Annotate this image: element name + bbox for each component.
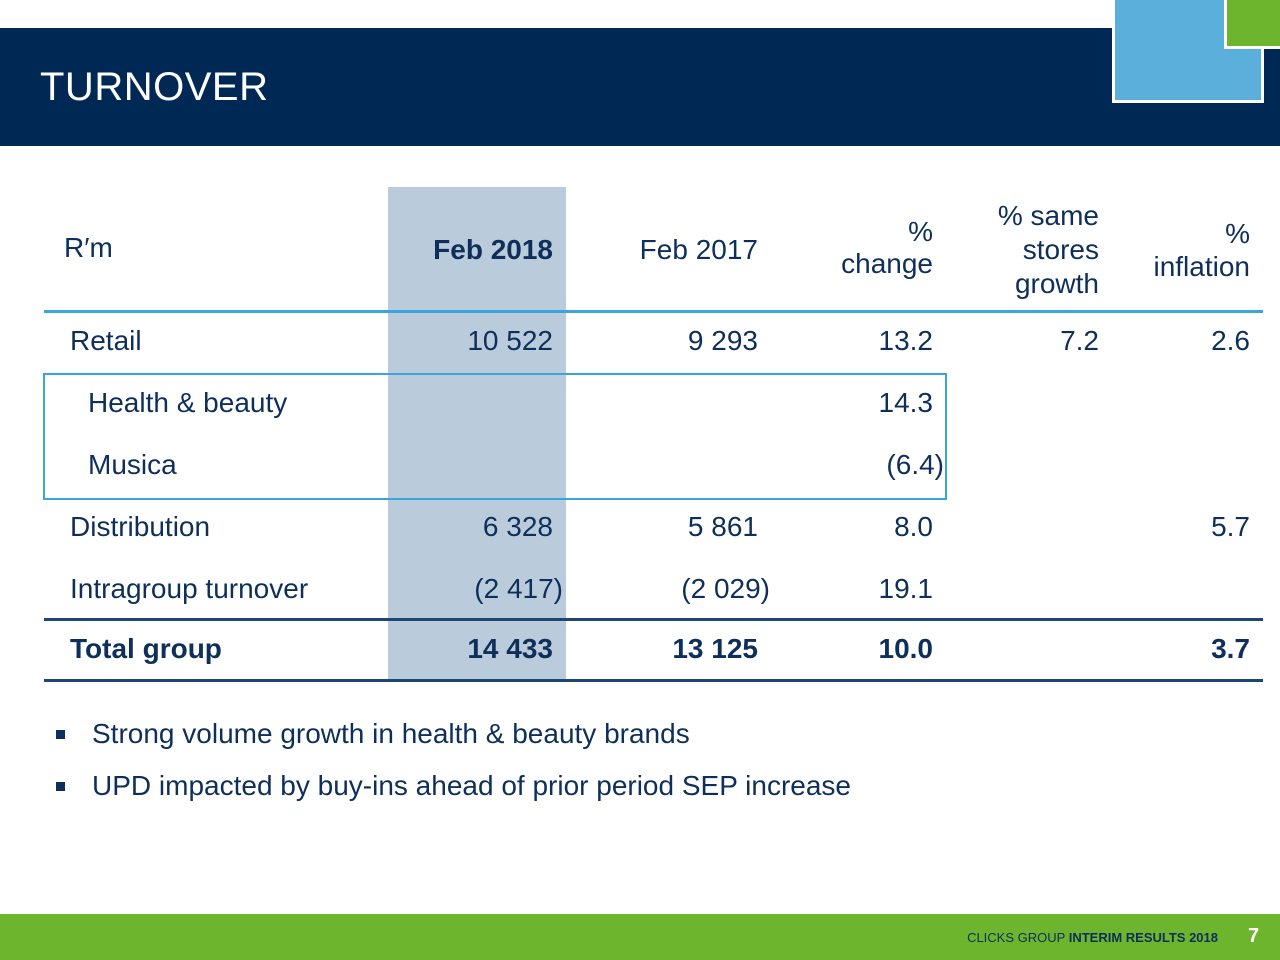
col-header-feb2017: Feb 2017 xyxy=(639,234,758,265)
col-header-pct-change-1: % xyxy=(908,216,933,247)
total-top-rule xyxy=(44,618,1263,621)
col-header-pct-change-2: change xyxy=(841,248,933,279)
cell-feb2018: 6 328 xyxy=(482,511,553,542)
bullet-text: UPD impacted by buy-ins ahead of prior p… xyxy=(92,770,851,801)
total-bottom-rule xyxy=(44,679,1263,682)
cell-inflation: 5.7 xyxy=(1211,511,1250,542)
bullet-square-icon xyxy=(56,730,65,739)
row-label: Retail xyxy=(70,325,142,356)
footer-company: CLICKS GROUP xyxy=(967,930,1066,945)
row-label: Musica xyxy=(88,449,177,480)
cell-pct-change: 8.0 xyxy=(894,511,933,542)
footer-bar xyxy=(0,914,1280,960)
row-label: Total group xyxy=(70,633,222,664)
col-header-feb2018: Feb 2018 xyxy=(433,234,553,265)
cell-pct-change: 13.2 xyxy=(878,325,934,356)
cell-same-stores: 7.2 xyxy=(1060,325,1099,356)
col-header-same-stores-1: % same xyxy=(997,200,1099,231)
logo-green-square xyxy=(1224,0,1280,49)
cell-feb2017: (2 029) xyxy=(681,573,770,604)
col-header-same-stores-2: stores xyxy=(1022,234,1099,265)
retail-breakdown-box xyxy=(43,373,947,500)
footer-caption: CLICKS GROUP INTERIM RESULTS 2018 xyxy=(967,930,1218,945)
cell-inflation: 2.6 xyxy=(1211,325,1250,356)
page-number: 7 xyxy=(1248,925,1260,947)
feb2018-column-highlight xyxy=(388,187,566,680)
cell-feb2017: 13 125 xyxy=(672,633,758,664)
bullet-square-icon xyxy=(56,782,65,791)
header-rule xyxy=(44,310,1263,313)
col-header-inflation-1: % xyxy=(1225,218,1250,249)
cell-pct-change: (6.4) xyxy=(886,449,944,480)
cell-feb2018: (2 417) xyxy=(474,573,563,604)
col-header-same-stores-3: growth xyxy=(1014,268,1099,299)
cell-pct-change: 19.1 xyxy=(878,573,934,604)
page-title: TURNOVER xyxy=(40,65,269,109)
header-bar xyxy=(0,28,1280,146)
cell-feb2018: 14 433 xyxy=(467,633,553,664)
cell-feb2018: 10 522 xyxy=(467,325,553,356)
cell-feb2017: 9 293 xyxy=(687,325,758,356)
col-header-unit: R′m xyxy=(64,232,113,263)
row-label: Distribution xyxy=(70,511,211,542)
row-label: Health & beauty xyxy=(88,387,288,418)
cell-pct-change: 14.3 xyxy=(878,387,934,418)
cell-feb2017: 5 861 xyxy=(687,511,758,542)
cell-pct-change: 10.0 xyxy=(878,633,934,664)
bullet-text: Strong volume growth in health & beauty … xyxy=(92,718,690,749)
row-label: Intragroup turnover xyxy=(70,573,309,604)
footer-report: INTERIM RESULTS 2018 xyxy=(1068,930,1218,945)
col-header-inflation-2: inflation xyxy=(1153,251,1250,282)
cell-inflation: 3.7 xyxy=(1211,633,1250,664)
